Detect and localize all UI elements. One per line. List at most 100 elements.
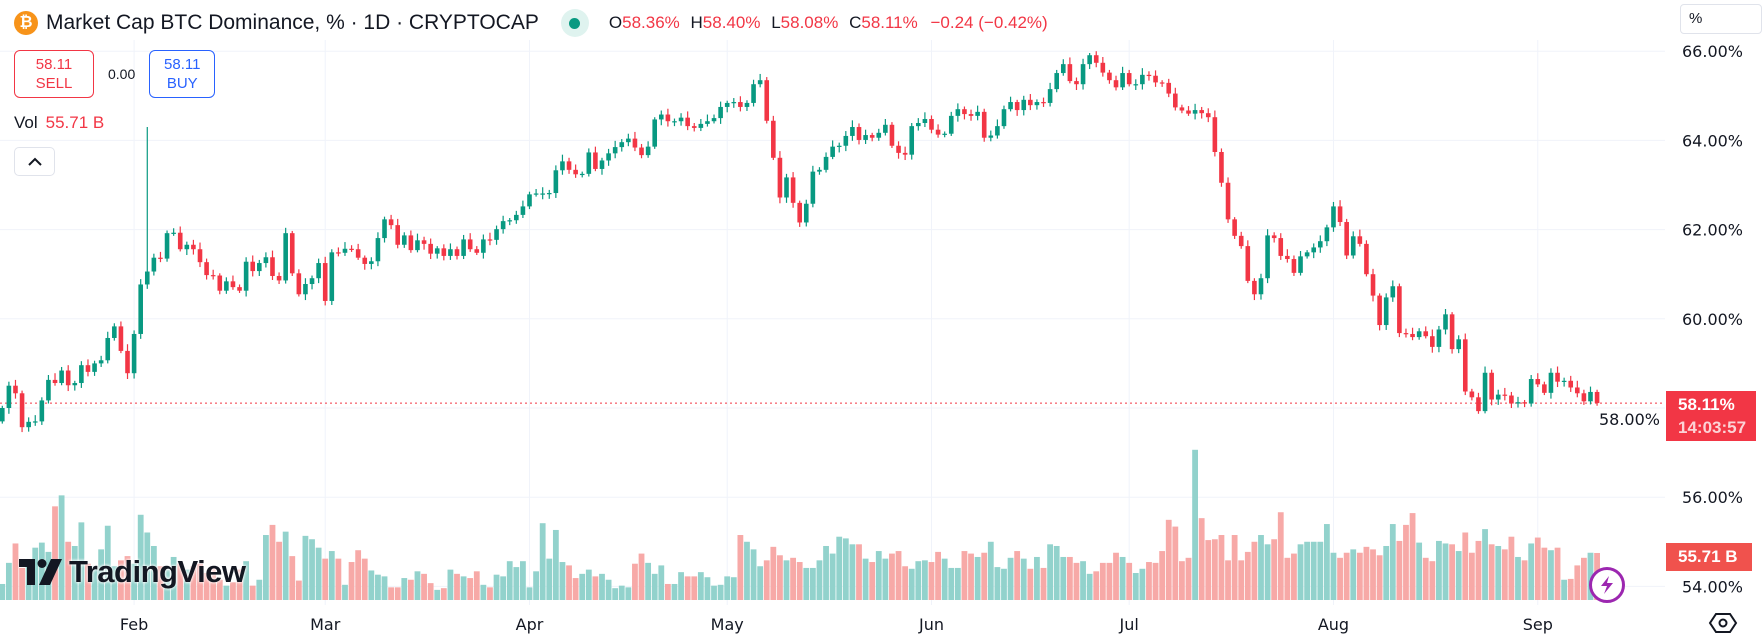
candle-body — [1159, 82, 1165, 84]
candle — [349, 245, 354, 252]
volume-bar — [1581, 557, 1587, 600]
volume-bar — [1475, 540, 1482, 600]
candle — [1535, 373, 1541, 388]
candle-body — [151, 257, 157, 272]
candle-body — [1403, 333, 1409, 335]
bar-countdown: 14:03:57 — [1678, 418, 1747, 437]
tradingview-logo[interactable]: TradingView — [19, 554, 246, 590]
market-status-icon[interactable] — [560, 9, 589, 37]
candle — [546, 189, 552, 199]
candle — [1021, 95, 1027, 116]
candle — [665, 108, 671, 127]
sell-button[interactable]: 58.11 SELL — [14, 50, 94, 98]
candle — [843, 131, 849, 152]
symbol-title[interactable]: Market Cap BTC Dominance, % · 1D · CRYPT… — [46, 11, 539, 34]
candle — [718, 101, 723, 124]
volume-bar — [0, 583, 6, 600]
candle-body — [645, 146, 651, 156]
candle — [579, 171, 585, 178]
candle-body — [916, 123, 921, 127]
candle-body — [751, 84, 756, 103]
candle-body — [1199, 110, 1204, 114]
candle-body — [527, 194, 532, 207]
volume-bar — [19, 567, 25, 600]
volume-bar — [1185, 557, 1192, 600]
candle — [375, 232, 381, 267]
candle-body — [612, 147, 618, 154]
scale-mode-button[interactable]: % — [1680, 4, 1762, 34]
candle-body — [1515, 402, 1521, 404]
candle-body — [434, 248, 440, 254]
volume-bar — [770, 546, 777, 600]
candle-body — [421, 240, 427, 244]
volume-bar — [427, 583, 434, 600]
candle — [355, 243, 361, 260]
candle — [395, 218, 400, 249]
volume-bar — [520, 561, 526, 600]
candle-body — [13, 385, 18, 394]
candle-body — [1555, 372, 1560, 382]
candle — [1502, 387, 1508, 401]
candle-body — [1331, 206, 1336, 228]
candle-body — [1542, 384, 1547, 393]
volume-bar — [5, 562, 12, 600]
volume-bar — [704, 577, 711, 600]
volume-bar — [1323, 524, 1330, 600]
volume-bar — [1218, 535, 1225, 600]
candle — [454, 246, 460, 260]
candle-body — [79, 365, 84, 384]
candle — [863, 129, 868, 144]
volume-bar — [599, 573, 605, 600]
candle-body — [39, 400, 45, 422]
candle — [922, 112, 928, 128]
candle — [1100, 56, 1106, 77]
trade-panel: 58.11 SELL 0.00 58.11 BUY — [14, 50, 216, 98]
buy-button[interactable]: 58.11 BUY — [149, 50, 216, 98]
candle — [1318, 235, 1323, 253]
candle-body — [349, 248, 354, 250]
candle — [527, 191, 532, 210]
price-axis[interactable]: 66.00% 64.00% 62.00% 60.00% 58.00% 56.00% 54.0… — [1599, 42, 1743, 596]
eye-settings-icon[interactable] — [1708, 612, 1738, 634]
volume-bar — [711, 585, 717, 600]
volume-bar — [1192, 449, 1198, 600]
candle-body — [902, 152, 908, 155]
volume-bar — [315, 547, 322, 600]
volume-bar — [889, 553, 895, 600]
volume-bar — [1106, 562, 1113, 600]
candle — [448, 243, 453, 260]
candle — [560, 154, 565, 175]
candle-body — [1107, 72, 1112, 81]
candle-body — [1383, 297, 1389, 326]
volume-bar — [968, 553, 974, 600]
volume-bar — [796, 562, 803, 600]
candle — [1370, 268, 1376, 302]
candle-body — [1232, 219, 1237, 236]
volume-bar — [1179, 561, 1185, 600]
time-axis[interactable]: Feb Mar Apr May Jun Jul Aug Sep — [120, 615, 1553, 634]
candle — [553, 165, 559, 198]
candle — [237, 284, 242, 293]
candle — [388, 214, 394, 230]
volume-bar — [513, 567, 520, 600]
volume-bar — [1198, 518, 1205, 600]
candle-body — [1041, 102, 1046, 104]
candle — [39, 397, 45, 425]
candle-body — [573, 169, 578, 175]
lightning-icon[interactable] — [1589, 567, 1625, 603]
volume-bar — [263, 535, 269, 600]
candle-body — [1390, 286, 1396, 298]
candle — [1054, 69, 1059, 93]
candle — [1482, 366, 1488, 414]
candle — [1377, 293, 1382, 331]
candle — [817, 167, 822, 175]
collapse-legend-button[interactable] — [14, 147, 55, 176]
volume-bar — [1231, 535, 1238, 600]
candle — [599, 157, 605, 175]
candle — [1555, 366, 1560, 388]
candle — [105, 331, 111, 364]
volume-legend[interactable]: Vol 55.71 B — [14, 113, 104, 133]
candle-body — [65, 370, 71, 386]
candle — [981, 108, 987, 142]
